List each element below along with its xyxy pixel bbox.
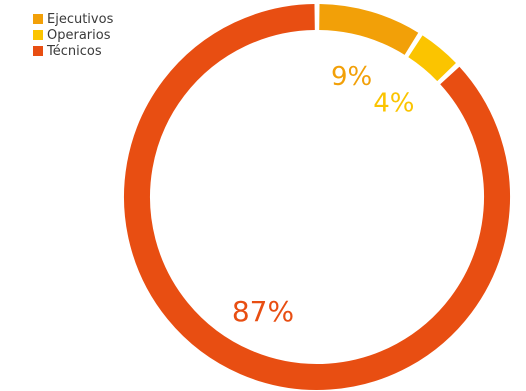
legend-item-operarios: Operarios — [33, 27, 113, 43]
legend-label-tecnicos: Técnicos — [47, 43, 102, 59]
slice-tecnicos — [124, 4, 510, 390]
legend-swatch-ejecutivos — [33, 14, 43, 24]
slice-operarios — [408, 35, 456, 82]
chart-legend: Ejecutivos Operarios Técnicos — [33, 11, 113, 59]
legend-label-operarios: Operarios — [47, 27, 111, 43]
legend-swatch-tecnicos — [33, 46, 43, 56]
data-label-ejecutivos: 9% — [331, 62, 372, 92]
legend-swatch-operarios — [33, 30, 43, 40]
data-label-operarios: 4% — [373, 89, 414, 119]
slice-ejecutivos — [318, 4, 419, 55]
legend-label-ejecutivos: Ejecutivos — [47, 11, 114, 27]
legend-item-tecnicos: Técnicos — [33, 43, 113, 59]
data-label-tecnicos: 87% — [232, 295, 294, 328]
legend-item-ejecutivos: Ejecutivos — [33, 11, 113, 27]
